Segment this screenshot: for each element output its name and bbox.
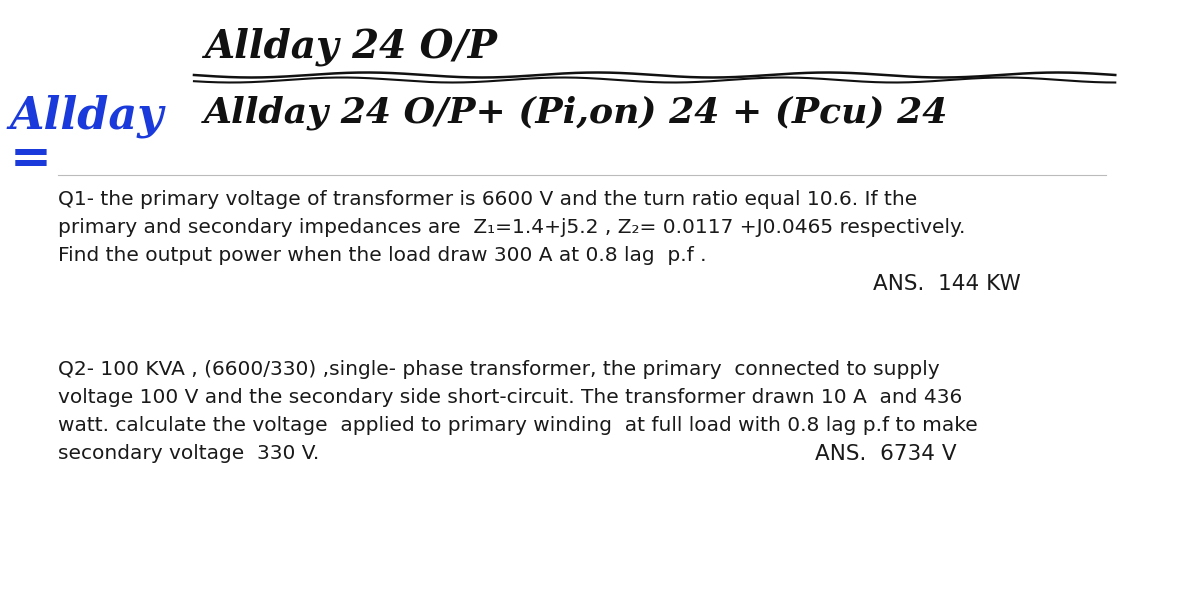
- Text: voltage 100 V and the secondary side short-circuit. The transformer drawn 10 A  : voltage 100 V and the secondary side sho…: [58, 388, 962, 407]
- Text: ANS.  144 KW: ANS. 144 KW: [872, 274, 1020, 294]
- Text: Allday 24 O/P: Allday 24 O/P: [204, 28, 497, 67]
- Text: Q1- the primary voltage of transformer is 6600 V and the turn ratio equal 10.6. : Q1- the primary voltage of transformer i…: [58, 190, 918, 209]
- Text: =: =: [10, 135, 52, 184]
- Text: Find the output power when the load draw 300 A at 0.8 lag  p.f .: Find the output power when the load draw…: [58, 246, 707, 265]
- Text: ANS.  6734 V: ANS. 6734 V: [815, 444, 956, 464]
- Text: secondary voltage  330 V.: secondary voltage 330 V.: [58, 444, 319, 463]
- Text: watt. calculate the voltage  applied to primary winding  at full load with 0.8 l: watt. calculate the voltage applied to p…: [58, 416, 978, 435]
- Text: primary and secondary impedances are  Z₁=1.4+j5.2 , Z₂= 0.0117 +J0.0465 respecti: primary and secondary impedances are Z₁=…: [58, 218, 966, 237]
- Text: Allday 24 O/P+ (Pi,on) 24 + (Pcu) 24: Allday 24 O/P+ (Pi,on) 24 + (Pcu) 24: [204, 95, 948, 130]
- Text: Q2- 100 KVA , (6600/330) ,single- phase transformer, the primary  connected to s: Q2- 100 KVA , (6600/330) ,single- phase …: [58, 360, 940, 379]
- Text: Allday: Allday: [10, 95, 164, 139]
